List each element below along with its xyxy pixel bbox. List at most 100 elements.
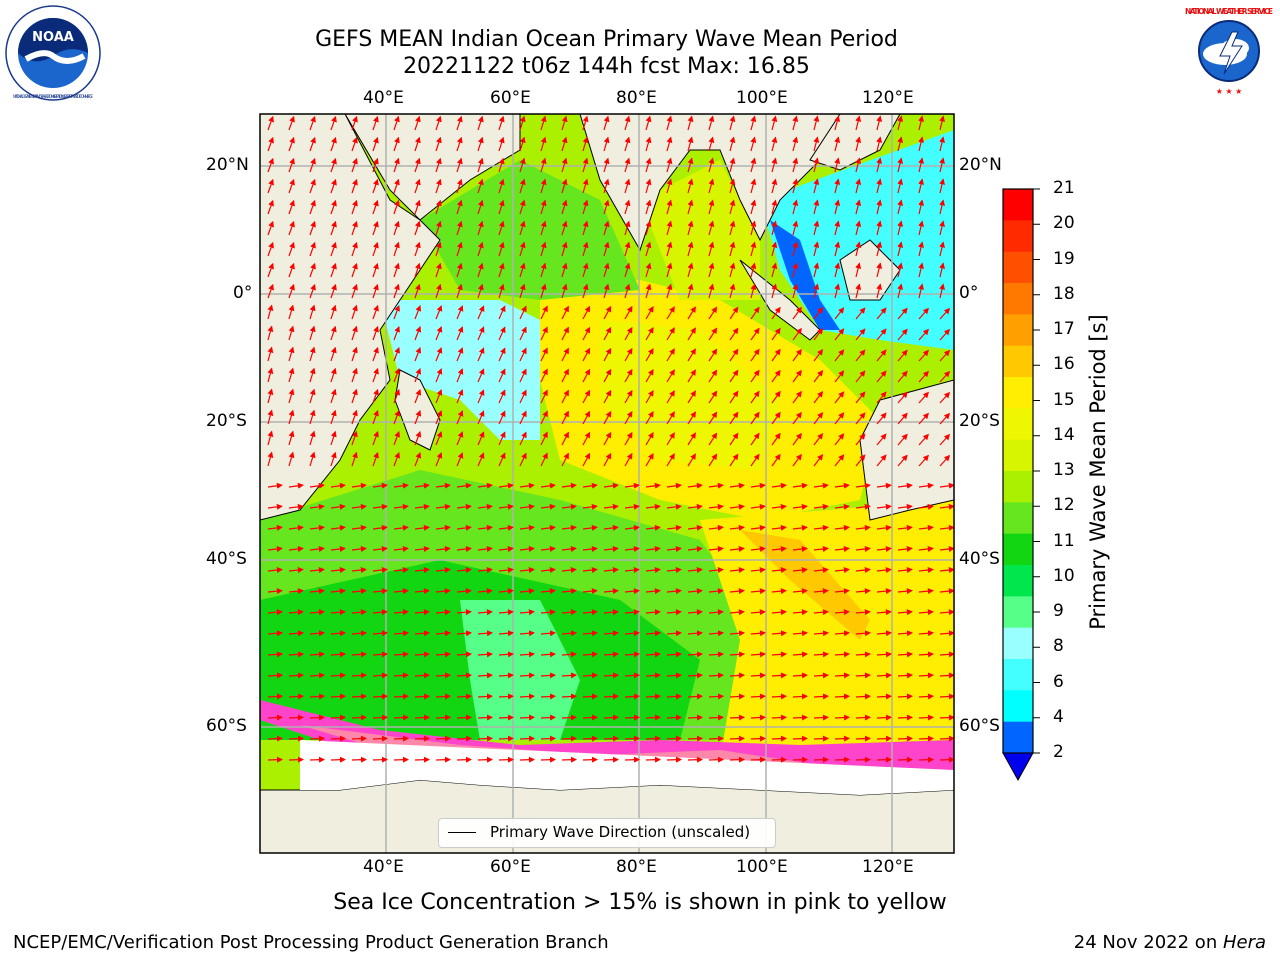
wave-direction-arrow: [666, 283, 673, 299]
wave-direction-arrow: [939, 609, 954, 616]
wave-direction-arrow: [414, 735, 430, 742]
wave-direction-arrow: [645, 588, 661, 595]
wave-direction-arrow: [435, 651, 451, 658]
wave-direction-arrow: [624, 410, 633, 425]
wave-direction-arrow: [477, 347, 485, 362]
wave-direction-arrow: [666, 609, 682, 616]
wave-direction-arrow: [456, 735, 472, 742]
wave-direction-arrow: [540, 651, 556, 658]
wave-direction-arrow: [624, 389, 633, 404]
wave-direction-arrow: [582, 136, 589, 152]
wave-direction-arrow: [687, 482, 703, 489]
wave-direction-arrow: [624, 178, 631, 194]
wave-direction-arrow: [645, 411, 654, 425]
wave-direction-arrow: [813, 178, 820, 194]
colorbar-segment: [1003, 220, 1033, 253]
wave-direction-arrow: [414, 503, 430, 510]
wave-direction-arrow: [519, 241, 526, 257]
wave-direction-arrow: [477, 368, 485, 383]
wave-direction-arrow: [939, 283, 945, 299]
wave-direction-arrow: [939, 524, 954, 531]
wave-direction-arrow: [603, 283, 610, 299]
wave-direction-arrow: [897, 328, 908, 341]
wave-direction-arrow: [330, 115, 337, 131]
wave-direction-arrow: [750, 306, 760, 320]
wave-direction-arrow: [876, 307, 887, 320]
wave-direction-arrow: [813, 588, 829, 595]
wave-direction-arrow: [435, 178, 442, 194]
wave-direction-arrow: [309, 325, 316, 341]
wave-direction-arrow: [876, 735, 892, 742]
wave-direction-arrow: [750, 651, 766, 658]
wave-direction-arrow: [687, 756, 703, 763]
wave-direction-arrow: [288, 567, 304, 574]
wave-direction-arrow: [708, 178, 715, 194]
wave-direction-arrow: [918, 567, 934, 574]
wave-direction-arrow: [897, 349, 908, 362]
wave-direction-arrow: [645, 306, 654, 320]
wave-direction-arrow: [435, 630, 451, 637]
wave-direction-arrow: [876, 283, 883, 299]
wave-direction-arrow: [435, 136, 442, 152]
wave-direction-arrow: [498, 115, 505, 131]
wave-direction-arrow: [393, 672, 409, 679]
wave-direction-arrow: [498, 567, 514, 574]
wave-direction-arrow: [561, 735, 577, 742]
wave-direction-arrow: [834, 349, 845, 362]
wave-direction-arrow: [582, 630, 598, 637]
wave-direction-arrow: [330, 756, 346, 763]
wave-direction-arrow: [708, 482, 724, 489]
wave-direction-arrow: [288, 651, 304, 658]
wave-direction-arrow: [582, 431, 591, 446]
map-plot-area: [260, 114, 954, 853]
wave-direction-arrow: [813, 735, 829, 742]
wave-direction-arrow: [855, 391, 866, 404]
wave-direction-arrow: [792, 306, 802, 320]
wave-direction-arrow: [645, 327, 654, 341]
wave-direction-arrow: [288, 482, 304, 489]
wave-direction-arrow: [918, 503, 934, 510]
wave-direction-arrow: [750, 348, 760, 362]
wave-direction-arrow: [519, 368, 527, 383]
wave-direction-arrow: [519, 326, 527, 341]
wave-direction-arrow: [456, 756, 472, 763]
wave-direction-arrow: [456, 567, 472, 574]
wave-direction-arrow: [498, 410, 506, 425]
wave-direction-arrow: [267, 735, 283, 742]
wave-direction-arrow: [561, 199, 568, 215]
colorbar-tick-label: 16: [1053, 354, 1075, 375]
wave-direction-arrow: [939, 714, 954, 721]
wave-direction-arrow: [729, 756, 745, 763]
wave-direction-arrow: [393, 630, 409, 637]
wave-direction-arrow: [519, 503, 535, 510]
wave-direction-arrow: [561, 482, 577, 489]
wave-direction-arrow: [309, 178, 316, 194]
wave-direction-arrow: [813, 524, 829, 531]
wave-direction-arrow: [351, 567, 367, 574]
wave-direction-arrow: [792, 756, 808, 763]
wave-direction-arrow: [540, 157, 547, 173]
wave-direction-arrow: [855, 672, 871, 679]
wave-direction-arrow: [918, 588, 934, 595]
wave-direction-arrow: [351, 588, 367, 595]
wave-direction-arrow: [498, 452, 506, 467]
wave-direction-arrow: [456, 609, 472, 616]
wave-direction-arrow: [330, 283, 337, 299]
wave-direction-arrow: [603, 389, 612, 404]
colorbar-segment: [1003, 439, 1033, 472]
wave-direction-arrow: [267, 388, 274, 404]
wave-direction-arrow: [708, 503, 724, 510]
wave-direction-arrow: [603, 305, 612, 320]
wave-direction-arrow: [582, 545, 598, 552]
wave-direction-arrow: [918, 391, 929, 404]
wave-direction-arrow: [330, 545, 346, 552]
wave-direction-arrow: [456, 482, 472, 489]
wave-direction-arrow: [582, 368, 591, 383]
wave-direction-arrow: [624, 482, 640, 489]
wave-direction-arrow: [876, 693, 892, 700]
wave-direction-arrow: [456, 368, 464, 383]
wave-direction-arrow: [897, 714, 913, 721]
wave-direction-arrow: [540, 326, 548, 341]
wave-direction-arrow: [519, 482, 535, 489]
wave-direction-arrow: [771, 630, 787, 637]
